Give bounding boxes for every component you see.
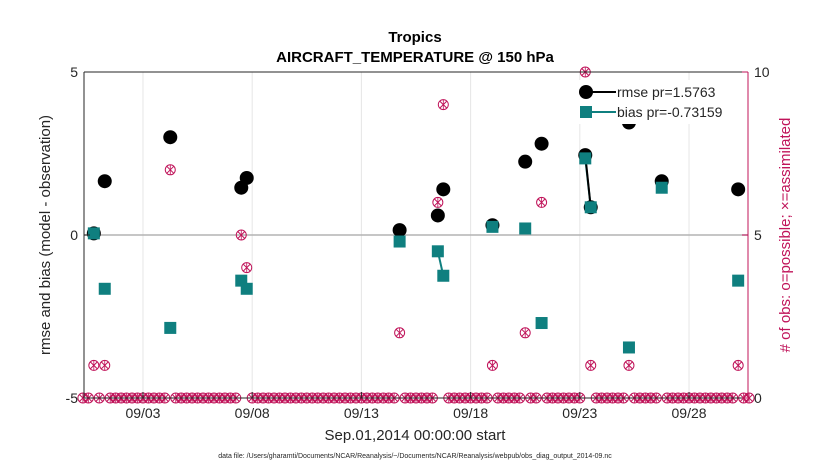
rmse-point xyxy=(731,182,746,197)
legend-bias-marker xyxy=(580,106,592,118)
rmse-point xyxy=(239,170,254,185)
y-axis-label-left: rmse and bias (model - observation) xyxy=(37,115,54,355)
obs-count-marker xyxy=(732,359,744,371)
bias-point xyxy=(535,317,548,330)
rmse-point xyxy=(163,130,178,145)
obs-count-marker xyxy=(241,262,253,274)
obs-count-marker xyxy=(164,164,176,176)
y-ticks-left: -5 0 5 xyxy=(66,64,90,406)
obs-count-marker xyxy=(536,196,548,208)
x-axis-label: Sep.01,2014 00:00:00 start xyxy=(325,427,507,444)
bias-point xyxy=(579,152,592,165)
legend-bias-label: bias pr=-0.73159 xyxy=(617,104,723,120)
y-tick-label-left: 0 xyxy=(70,227,78,243)
bias-point xyxy=(87,227,100,240)
obs-count-marker xyxy=(88,359,100,371)
y-ticks-right: 0 5 10 xyxy=(742,64,770,406)
bias-point xyxy=(240,282,253,295)
rmse-point xyxy=(392,223,407,238)
obs-count-marker xyxy=(99,359,111,371)
bias-point xyxy=(519,222,532,235)
y-axis-label-right: # of obs: o=possible; ×=assimilated xyxy=(777,118,794,353)
y-tick-label-left: -5 xyxy=(66,390,79,406)
bias-point xyxy=(164,321,177,334)
bias-point xyxy=(584,201,597,214)
obs-count-marker xyxy=(437,99,449,111)
x-tick-label: 09/08 xyxy=(235,405,270,421)
rmse-point xyxy=(430,208,445,223)
chart-title: Tropics xyxy=(388,29,441,46)
y-tick-label-left: 5 xyxy=(70,64,78,80)
x-tick-label: 09/28 xyxy=(672,405,707,421)
obs-count-marker xyxy=(432,196,444,208)
data-file-footnote: data file: /Users/gharamti/Documents/NCA… xyxy=(218,453,612,460)
bias-point xyxy=(393,235,406,248)
bias-point xyxy=(732,274,745,287)
x-tick-label: 09/23 xyxy=(562,405,597,421)
obs-count-marker xyxy=(486,359,498,371)
bias-point xyxy=(622,341,635,354)
rmse-point xyxy=(97,174,112,189)
rmse-point xyxy=(518,154,533,169)
obs-count-marker xyxy=(519,327,531,339)
obs-count-marker xyxy=(585,359,597,371)
obs-count-marker xyxy=(235,229,247,241)
rmse-point xyxy=(534,136,549,151)
bias-point xyxy=(437,269,450,282)
legend-box xyxy=(576,80,744,124)
bias-series xyxy=(87,152,745,354)
x-tick-label: 09/13 xyxy=(344,405,379,421)
bias-point xyxy=(486,220,499,233)
x-tick-label: 09/03 xyxy=(125,405,160,421)
legend-rmse-marker xyxy=(579,85,593,99)
obs-count-marker xyxy=(623,359,635,371)
y-tick-label-right: 10 xyxy=(754,64,770,80)
chart-subtitle: AIRCRAFT_TEMPERATURE @ 150 hPa xyxy=(276,49,554,66)
rmse-point xyxy=(436,182,451,197)
bias-point xyxy=(655,181,668,194)
y-tick-label-right: 0 xyxy=(754,390,762,406)
bias-point xyxy=(98,282,111,295)
bias-point xyxy=(431,245,444,258)
y-tick-label-right: 5 xyxy=(754,227,762,243)
legend-rmse-label: rmse pr=1.5763 xyxy=(617,84,716,100)
obs-count-marker xyxy=(394,327,406,339)
legend: rmse pr=1.5763 bias pr=-0.73159 xyxy=(576,80,744,124)
x-tick-label: 09/18 xyxy=(453,405,488,421)
x-ticks: 09/03 09/08 09/13 09/18 09/23 09/28 xyxy=(125,392,707,421)
